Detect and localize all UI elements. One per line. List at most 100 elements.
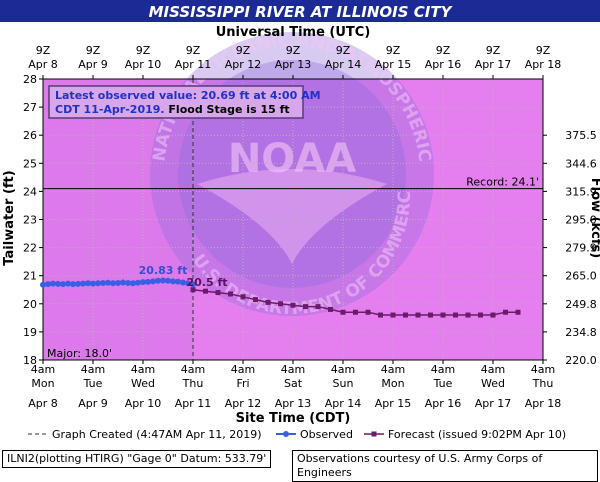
observed-point bbox=[100, 280, 106, 287]
x-bottom-tick-date: Apr 15 bbox=[375, 397, 412, 410]
forecast-point bbox=[215, 290, 221, 296]
x-top-tick-date: Apr 13 bbox=[275, 58, 312, 71]
forecast-point bbox=[415, 312, 421, 318]
observed-point bbox=[130, 280, 136, 287]
observed-point bbox=[50, 280, 56, 287]
x-bottom-tick-day: Tue bbox=[83, 377, 103, 390]
forecast-point bbox=[228, 291, 233, 297]
y-right-tick-label: 344.6 bbox=[565, 157, 597, 170]
forecast-point bbox=[440, 312, 446, 318]
x-bottom-tick-date: Apr 17 bbox=[475, 397, 512, 410]
bottom-axis-title: Site Time (CDT) bbox=[236, 411, 351, 426]
y-left-tick-label: 22 bbox=[23, 242, 37, 255]
forecast-point bbox=[515, 309, 521, 315]
x-top-tick-date: Apr 12 bbox=[225, 58, 262, 71]
forecast-point bbox=[503, 309, 508, 315]
y-left-tick-label: 25 bbox=[23, 157, 37, 170]
x-bottom-tick-date: Apr 16 bbox=[425, 397, 462, 410]
x-top-tick-time: 9Z bbox=[36, 44, 51, 57]
x-bottom-tick-date: Apr 9 bbox=[78, 397, 108, 410]
top-axis-title: Universal Time (UTC) bbox=[216, 25, 371, 40]
series bbox=[40, 277, 521, 318]
y-left-tick-label: 24 bbox=[23, 185, 37, 198]
observed-point bbox=[60, 281, 66, 288]
observed-point bbox=[85, 280, 91, 287]
observed-point bbox=[45, 281, 51, 288]
y-right-tick-label: 295.0 bbox=[565, 214, 597, 227]
info-box bbox=[48, 85, 304, 119]
observed-point bbox=[160, 277, 166, 284]
x-top-tick-time: 9Z bbox=[486, 44, 501, 57]
forecast-point bbox=[203, 288, 208, 294]
observed-point bbox=[115, 280, 121, 287]
y-right-tick-label: 249.8 bbox=[565, 298, 597, 311]
x-bottom-tick-day: Fri bbox=[236, 377, 249, 390]
labels: Record: 24.1' 18 19 20 21 22 23 24 25 26 27 28 220.0… bbox=[2, 25, 600, 441]
y-right-tick-label: 265.0 bbox=[565, 270, 597, 283]
observed-point bbox=[175, 278, 181, 285]
observed-point bbox=[180, 279, 186, 286]
forecast-point bbox=[465, 312, 471, 318]
x-top-tick-time: 9Z bbox=[536, 44, 551, 57]
observed-point bbox=[155, 277, 161, 284]
observed-point bbox=[150, 278, 156, 285]
forecast-point bbox=[278, 301, 283, 307]
y-left-tick-label: 26 bbox=[23, 129, 37, 142]
x-bottom-tick-time: 4am bbox=[481, 363, 505, 376]
y-left-tick-label: 23 bbox=[23, 214, 37, 227]
forecast-point bbox=[453, 312, 458, 318]
x-bottom-tick-day: Wed bbox=[131, 377, 155, 390]
x-top-tick-time: 9Z bbox=[386, 44, 401, 57]
x-top-tick-date: Apr 8 bbox=[28, 58, 58, 71]
x-top-tick-date: Apr 17 bbox=[475, 58, 512, 71]
x-bottom-tick-time: 4am bbox=[431, 363, 455, 376]
x-bottom-tick-time: 4am bbox=[81, 363, 105, 376]
plot-area: NOAANATIONAL OCEANIC AND ATMOSPHERIC ADM… bbox=[0, 0, 544, 361]
datum-footer: ILNI2(plotting HTIRG) "Gage 0" Datum: 53… bbox=[2, 450, 272, 468]
x-bottom-tick-day: Wed bbox=[481, 377, 505, 390]
y-right-tick-label: 220.0 bbox=[565, 354, 597, 367]
x-top-tick-time: 9Z bbox=[286, 44, 301, 57]
y-left-tick-label: 19 bbox=[23, 326, 37, 339]
observed-point bbox=[120, 279, 126, 286]
observed-point bbox=[105, 279, 111, 286]
forecast-point bbox=[290, 302, 296, 308]
x-bottom-tick-time: 4am bbox=[231, 363, 255, 376]
x-top-tick-date: Apr 14 bbox=[325, 58, 362, 71]
x-bottom-tick-day: Mon bbox=[31, 377, 54, 390]
info-box-date: CDT 11-Apr-2019. bbox=[55, 103, 168, 116]
forecast-point bbox=[303, 304, 308, 310]
x-bottom-tick-date: Apr 13 bbox=[275, 397, 312, 410]
x-bottom-tick-time: 4am bbox=[381, 363, 405, 376]
legend-forecast-label: Forecast (issued 9:02PM Apr 10) bbox=[388, 428, 566, 441]
observed-point bbox=[70, 281, 76, 288]
x-bottom-tick-date: Apr 8 bbox=[28, 397, 58, 410]
record-stage-label: Record: 24.1' bbox=[466, 176, 539, 189]
y-left-tick-label: 18 bbox=[23, 354, 37, 367]
forecast-point bbox=[478, 312, 483, 318]
legend-observed-label: Observed bbox=[300, 428, 353, 441]
x-bottom-tick-day: Thu bbox=[532, 377, 554, 390]
forecast-point bbox=[428, 312, 433, 318]
info-box-line2: CDT 11-Apr-2019. Flood Stage is 15 ft bbox=[55, 103, 290, 116]
observed-point bbox=[170, 278, 176, 285]
x-bottom-tick-time: 4am bbox=[281, 363, 305, 376]
x-bottom-tick-day: Tue bbox=[433, 377, 453, 390]
y-right-tick-label: 234.8 bbox=[565, 326, 597, 339]
observed-peak-label: 20.83 ft bbox=[139, 264, 188, 277]
x-bottom-tick-time: 4am bbox=[131, 363, 155, 376]
legend-observed-marker bbox=[283, 431, 289, 437]
x-bottom-tick-date: Apr 12 bbox=[225, 397, 262, 410]
noaa-bird-shape bbox=[197, 169, 387, 264]
observed-point bbox=[90, 280, 96, 287]
observed-point bbox=[140, 279, 146, 286]
hydrograph-chart: NOAANATIONAL OCEANIC AND ATMOSPHERIC ADM… bbox=[0, 0, 600, 441]
forecast-point bbox=[403, 312, 408, 318]
x-top-tick-time: 9Z bbox=[436, 44, 451, 57]
x-bottom-tick-day: Sun bbox=[333, 377, 354, 390]
legend-forecast-marker bbox=[371, 431, 377, 437]
y-right-axis-title: Flow (kcfs) bbox=[588, 178, 600, 258]
forecast-point bbox=[490, 312, 496, 318]
observed-point bbox=[80, 280, 86, 287]
noaa-logo-text: NOAA bbox=[228, 136, 356, 182]
